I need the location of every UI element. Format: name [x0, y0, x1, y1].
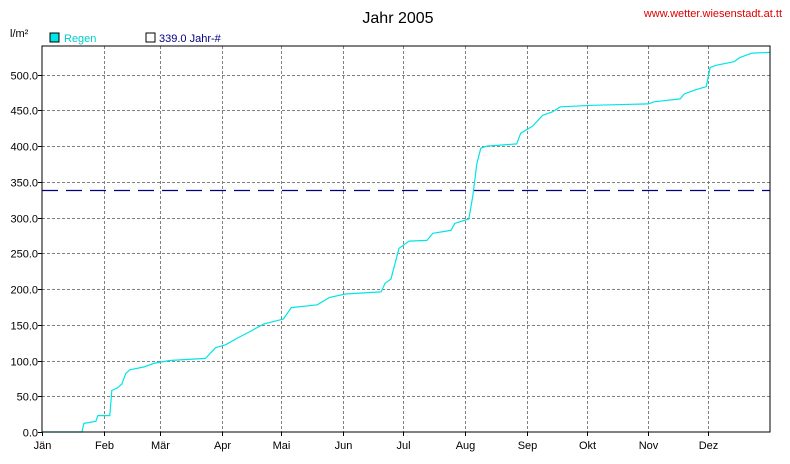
y-tick-label: 500.0 [10, 71, 38, 83]
x-tick-label: Jän [34, 440, 52, 452]
x-tick-label: Jul [396, 440, 410, 452]
y-axis: 0.0 50.0 100.0 150.0 200.0 250.0 300.0 350.0 400… [10, 71, 42, 440]
chart-title: Jahr 2005 [362, 10, 433, 27]
series-line-regen [42, 51, 771, 433]
grid [42, 46, 770, 432]
y-tick-label: 350.0 [10, 178, 38, 190]
y-tick-label: 100.0 [10, 357, 38, 369]
x-tick-label: Jun [335, 440, 353, 452]
plot-frame [41, 45, 771, 433]
legend-swatch-regen [49, 32, 60, 43]
y-tick-label: 450.0 [10, 106, 38, 118]
x-axis: Jän Feb Mär Apr Mai Jun Jul Aug Sep Okt Nov Dez [34, 432, 719, 452]
y-tick-label: 0.0 [23, 428, 38, 440]
x-tick-label: Feb [95, 440, 114, 452]
x-tick-label: Aug [456, 440, 476, 452]
y-tick-label: 250.0 [10, 249, 38, 261]
y-axis-unit-label: l/m² [10, 28, 29, 40]
source-link[interactable]: www.wetter.wiesenstadt.at.tt [643, 8, 782, 20]
plot-area [42, 46, 770, 432]
y-tick-label: 150.0 [10, 321, 38, 333]
legend-label-annual-mean: 339.0 Jahr-# [159, 33, 222, 45]
x-tick-label: Mai [273, 440, 291, 452]
x-tick-label: Sep [518, 440, 538, 452]
x-tick-label: Okt [579, 440, 596, 452]
x-tick-label: Dez [699, 440, 719, 452]
y-tick-label: 300.0 [10, 214, 38, 226]
y-tick-label: 400.0 [10, 142, 38, 154]
x-tick-label: Mär [151, 440, 170, 452]
legend-label-regen: Regen [64, 33, 96, 45]
legend: Regen 339.0 Jahr-# [49, 32, 222, 45]
y-tick-label: 200.0 [10, 285, 38, 297]
x-tick-label: Apr [214, 440, 231, 452]
y-tick-label: 50.0 [17, 392, 38, 404]
legend-swatch-annual-mean [145, 32, 156, 43]
x-tick-label: Nov [639, 440, 659, 452]
